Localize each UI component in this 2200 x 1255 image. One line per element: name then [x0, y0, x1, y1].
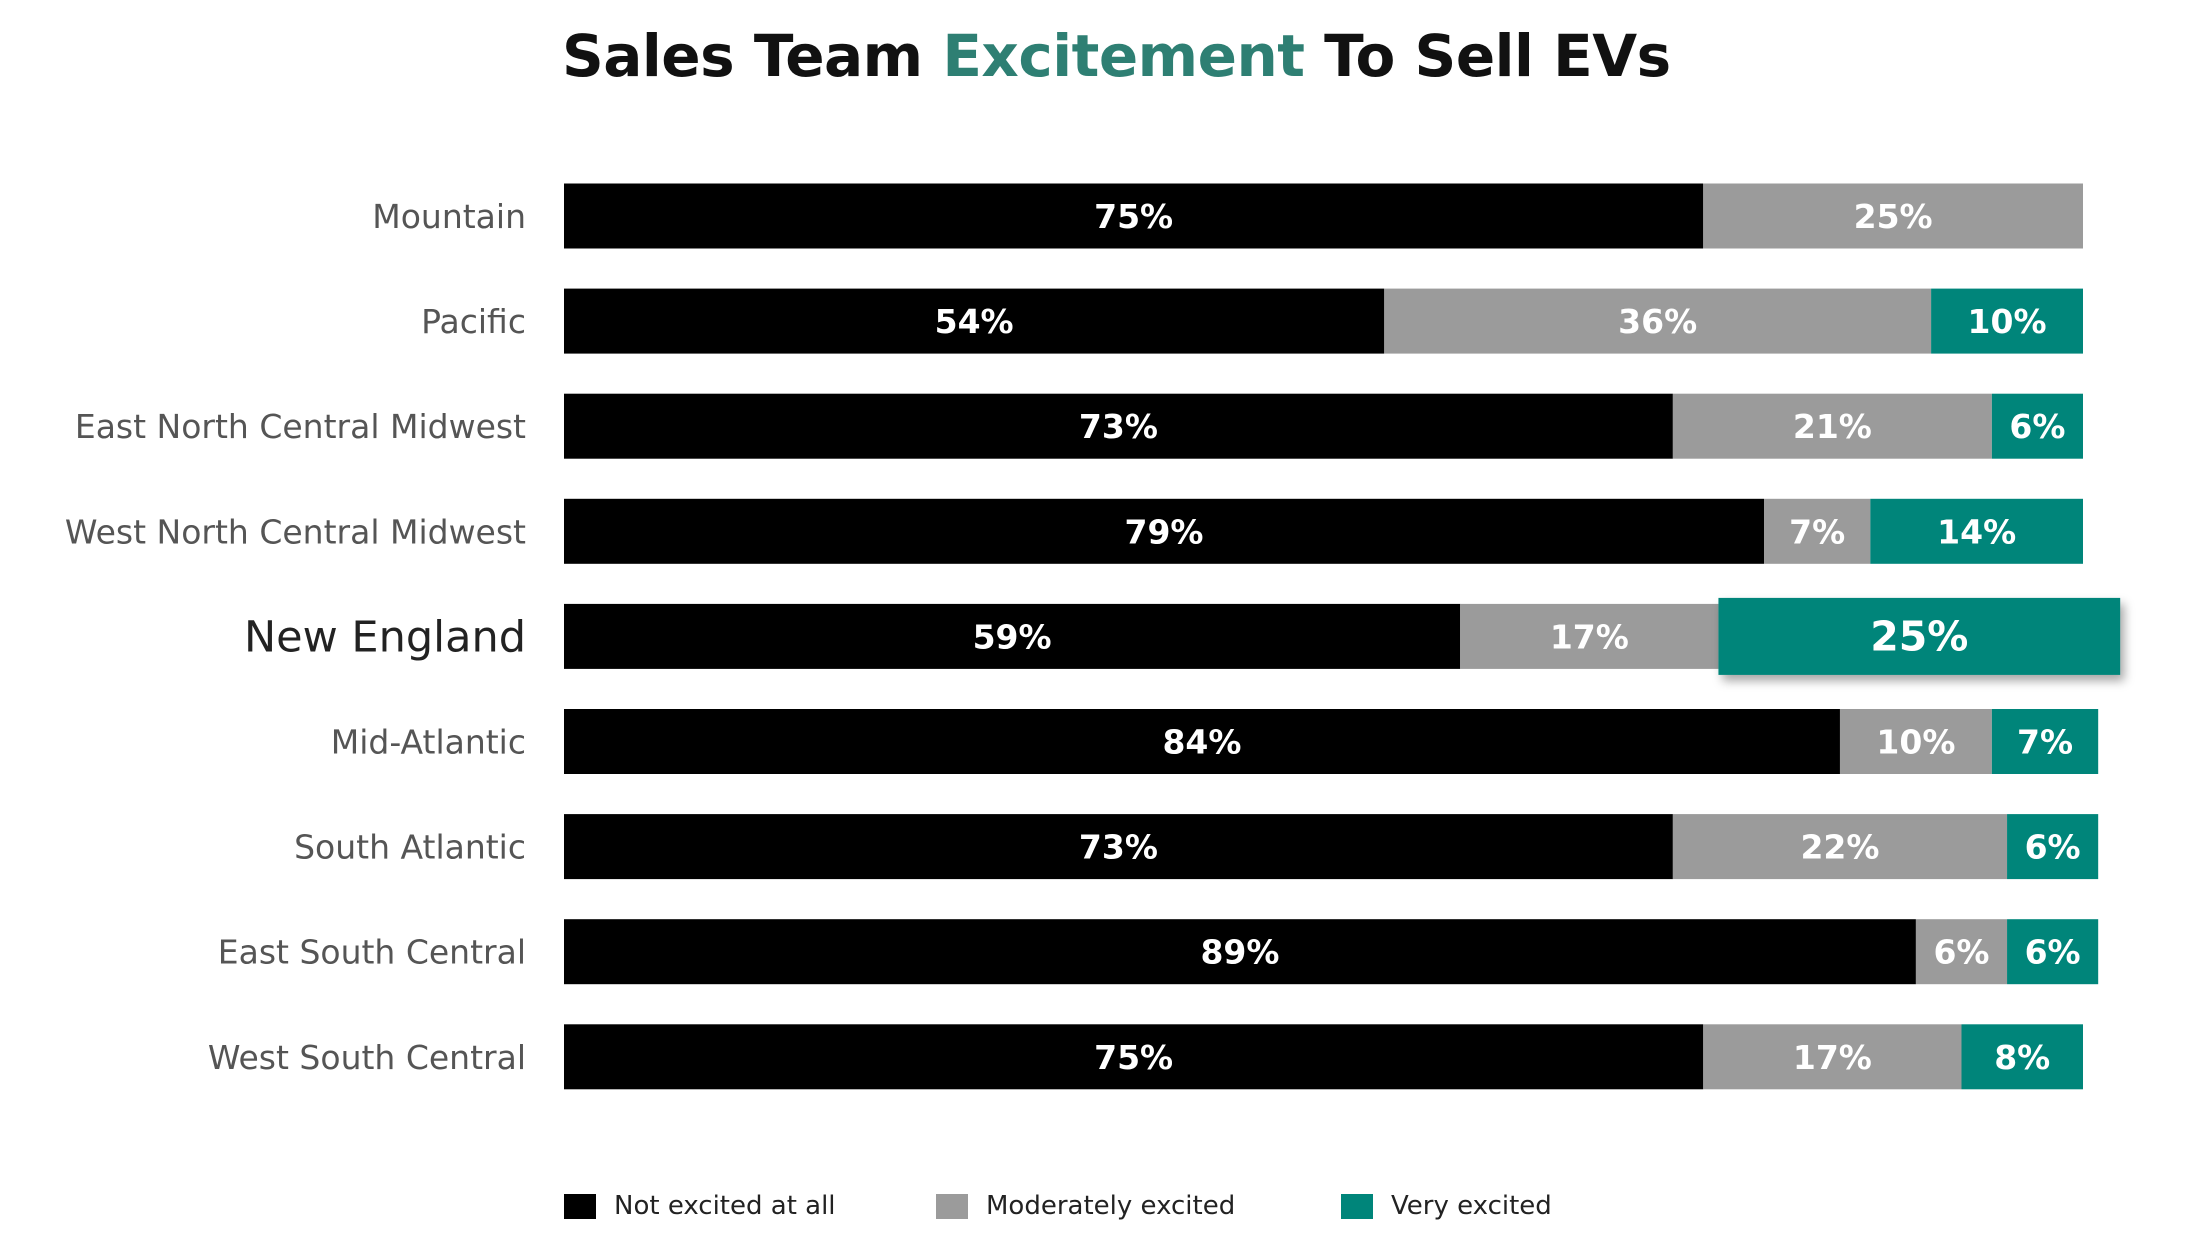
title-prefix: Sales Team [562, 22, 943, 90]
data-label: 7% [2017, 723, 2073, 762]
data-label: 75% [1094, 1038, 1173, 1077]
bar-segment-moderately-excited [1703, 1024, 1962, 1090]
data-label: 6% [2009, 407, 2065, 446]
bar-segment-moderately-excited [1460, 603, 1719, 669]
data-label: 36% [1618, 302, 1697, 341]
bar-segment-not-excited [564, 814, 1673, 880]
data-label: 25% [1854, 197, 1933, 236]
data-label: 10% [1968, 302, 2047, 341]
data-label: 54% [935, 302, 1014, 341]
data-label: 59% [973, 617, 1052, 656]
bar-segment-moderately-excited [1839, 709, 1992, 774]
bar-segment-not-excited [564, 919, 1916, 985]
data-label: 25% [1870, 612, 1968, 660]
data-label: 14% [1937, 512, 2016, 551]
data-label: 6% [2025, 828, 2081, 867]
bar-segment-not-excited [564, 1024, 1704, 1090]
legend-label: Moderately excited [986, 1191, 1236, 1221]
data-label: 6% [2025, 933, 2081, 972]
data-label: 89% [1200, 933, 1279, 972]
bars-group: Mountain 75% 25% Pacific 54% 36% 10% East North… [65, 183, 2121, 1090]
data-label: 84% [1162, 723, 1241, 762]
bar-segment-very-excited [1870, 498, 2083, 564]
title-suffix: To Sell EVs [1304, 22, 1671, 90]
category-label: Mountain [372, 197, 526, 236]
chart-title: Sales Team Excitement To Sell EVs [562, 22, 1671, 90]
category-label: West South Central [208, 1038, 526, 1077]
bar-segment-moderately-excited [1384, 288, 1932, 354]
category-label: South Atlantic [294, 828, 526, 867]
bar-segment-moderately-excited [1672, 814, 2008, 880]
bar-segment-very-excited [1718, 597, 2121, 675]
bar-segment-moderately-excited [1703, 183, 2083, 249]
bar-segment-not-excited [564, 603, 1461, 669]
legend-swatch-teal [1341, 1193, 1373, 1219]
bar-segment-not-excited [564, 498, 1765, 564]
data-label: 75% [1094, 197, 1173, 236]
legend-swatch-gray [936, 1193, 968, 1219]
bar-segment-moderately-excited [1672, 393, 1992, 459]
bar-segment-very-excited [2007, 814, 2099, 880]
legend-item-very-excited: Very excited [1341, 1191, 1552, 1221]
category-label: Pacific [421, 302, 526, 341]
data-label: 17% [1793, 1038, 1872, 1077]
category-label: East South Central [218, 933, 526, 972]
data-label: 21% [1793, 407, 1872, 446]
bar-segment-very-excited [2007, 919, 2099, 985]
legend-item-not-excited: Not excited at all [564, 1191, 836, 1221]
legend-label: Very excited [1391, 1191, 1552, 1221]
category-label: West North Central Midwest [65, 512, 526, 551]
bar-segment-not-excited [564, 288, 1385, 354]
bar-segment-not-excited [564, 393, 1673, 459]
legend-item-moderately-excited: Moderately excited [936, 1191, 1235, 1221]
data-label: 6% [1933, 933, 1989, 972]
bar-segment-very-excited [1961, 1024, 2083, 1090]
data-label: 17% [1550, 617, 1629, 656]
bar-segment-very-excited [1991, 393, 2083, 459]
category-label: East North Central Midwest [75, 407, 526, 446]
legend-label: Not excited at all [614, 1191, 836, 1221]
data-label: 73% [1079, 407, 1158, 446]
bar-segment-not-excited [564, 183, 1704, 249]
category-label: Mid-Atlantic [331, 723, 526, 762]
bar-segment-moderately-excited [1764, 498, 1871, 564]
bar-segment-very-excited [1931, 288, 2083, 354]
bar-segment-not-excited [564, 709, 1840, 774]
stacked-bar-chart: Mountain 75% 25% Pacific 54% 36% 10% East North… [65, 183, 2121, 1090]
title-highlight: Excitement [942, 22, 1305, 90]
data-label: 7% [1789, 512, 1845, 551]
data-label: 10% [1876, 723, 1955, 762]
bar-segment-very-excited [1991, 709, 2099, 774]
bar-segment-moderately-excited [1915, 919, 2008, 985]
data-label: 79% [1125, 512, 1204, 551]
data-label: 73% [1079, 828, 1158, 867]
category-label: New England [244, 612, 526, 662]
data-label: 8% [1994, 1038, 2050, 1077]
legend-swatch-black [564, 1193, 596, 1219]
data-label: 22% [1800, 828, 1879, 867]
